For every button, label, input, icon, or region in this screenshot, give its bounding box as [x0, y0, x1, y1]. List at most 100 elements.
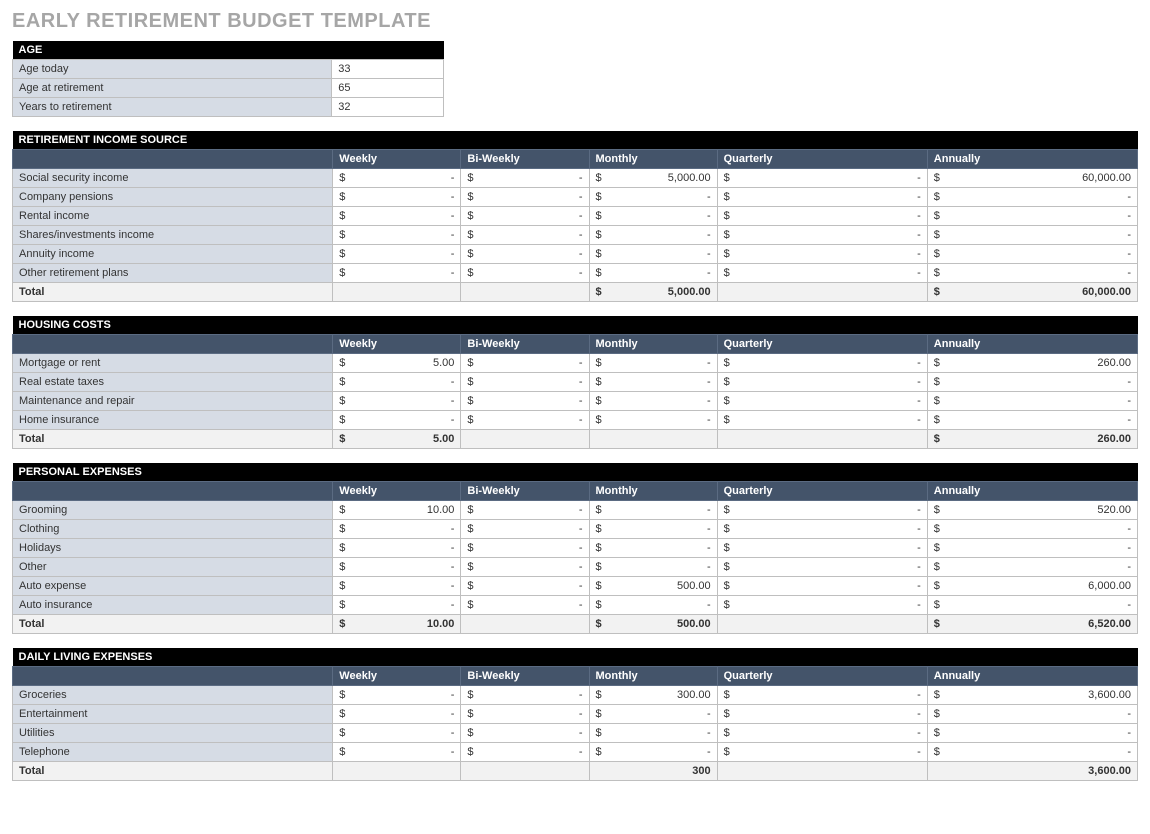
money-cell[interactable]: $-	[333, 520, 461, 539]
money-cell[interactable]	[717, 430, 927, 449]
money-cell[interactable]: $-	[589, 724, 717, 743]
money-cell[interactable]: $-	[333, 411, 461, 430]
money-cell[interactable]: $500.00	[589, 615, 717, 634]
money-cell[interactable]: $-	[461, 411, 589, 430]
money-cell[interactable]: $-	[333, 705, 461, 724]
money-cell[interactable]: $-	[333, 207, 461, 226]
money-cell[interactable]: $5.00	[333, 354, 461, 373]
money-cell[interactable]: $-	[927, 520, 1137, 539]
money-cell[interactable]: $-	[589, 743, 717, 762]
money-cell[interactable]: $-	[333, 264, 461, 283]
money-cell[interactable]: $-	[717, 373, 927, 392]
money-cell[interactable]	[461, 430, 589, 449]
money-cell[interactable]: $-	[333, 373, 461, 392]
money-cell[interactable]: $-	[589, 226, 717, 245]
money-cell[interactable]	[333, 283, 461, 302]
money-cell[interactable]: $-	[461, 207, 589, 226]
money-cell[interactable]: $-	[717, 264, 927, 283]
money-cell[interactable]: $-	[717, 501, 927, 520]
money-cell[interactable]: $-	[333, 392, 461, 411]
money-cell[interactable]: $-	[461, 558, 589, 577]
money-cell[interactable]: $-	[927, 596, 1137, 615]
money-cell[interactable]: $-	[927, 188, 1137, 207]
money-cell[interactable]: $-	[589, 188, 717, 207]
money-cell[interactable]: $-	[333, 245, 461, 264]
age-row-value[interactable]: 65	[332, 79, 444, 98]
money-cell[interactable]: $-	[927, 207, 1137, 226]
money-cell[interactable]: $-	[927, 392, 1137, 411]
money-cell[interactable]	[589, 430, 717, 449]
money-cell[interactable]: $-	[589, 354, 717, 373]
money-cell[interactable]: $-	[717, 520, 927, 539]
money-cell[interactable]: $-	[717, 245, 927, 264]
money-cell[interactable]: $-	[461, 501, 589, 520]
money-cell[interactable]: $-	[589, 539, 717, 558]
money-cell[interactable]	[717, 762, 927, 781]
money-cell[interactable]: $-	[333, 596, 461, 615]
money-cell[interactable]: $10.00	[333, 615, 461, 634]
money-cell[interactable]: $-	[461, 169, 589, 188]
money-cell[interactable]: $-	[927, 264, 1137, 283]
money-cell[interactable]	[333, 762, 461, 781]
money-cell[interactable]: $-	[717, 596, 927, 615]
money-cell[interactable]: $-	[461, 226, 589, 245]
money-cell[interactable]: $-	[589, 501, 717, 520]
money-cell[interactable]: $5,000.00	[589, 283, 717, 302]
money-cell[interactable]: $-	[927, 705, 1137, 724]
money-cell[interactable]: $-	[717, 724, 927, 743]
money-cell[interactable]: $-	[333, 226, 461, 245]
money-cell[interactable]: $-	[333, 539, 461, 558]
money-cell[interactable]: $5,000.00	[589, 169, 717, 188]
money-cell[interactable]: $-	[589, 392, 717, 411]
money-cell[interactable]	[717, 283, 927, 302]
money-cell[interactable]: $-	[461, 705, 589, 724]
money-cell[interactable]: $-	[717, 558, 927, 577]
money-cell[interactable]: $300.00	[589, 686, 717, 705]
money-cell[interactable]: $-	[461, 354, 589, 373]
money-cell[interactable]: $-	[927, 373, 1137, 392]
money-cell[interactable]: $-	[717, 539, 927, 558]
money-cell[interactable]: $520.00	[927, 501, 1137, 520]
money-cell[interactable]: $-	[333, 686, 461, 705]
money-cell[interactable]: $-	[717, 354, 927, 373]
money-cell[interactable]: $-	[717, 207, 927, 226]
money-cell[interactable]: $260.00	[927, 354, 1137, 373]
money-cell[interactable]: $-	[589, 596, 717, 615]
money-cell[interactable]: $-	[461, 539, 589, 558]
money-cell[interactable]: $-	[717, 686, 927, 705]
money-cell[interactable]: $-	[461, 724, 589, 743]
money-cell[interactable]: $-	[461, 373, 589, 392]
money-cell[interactable]	[717, 615, 927, 634]
money-cell[interactable]: $-	[927, 245, 1137, 264]
money-cell[interactable]: $-	[589, 705, 717, 724]
money-cell[interactable]: $-	[589, 558, 717, 577]
money-cell[interactable]: $-	[333, 743, 461, 762]
money-cell[interactable]: $-	[927, 558, 1137, 577]
money-cell[interactable]: $-	[461, 686, 589, 705]
money-cell[interactable]: $6,000.00	[927, 577, 1137, 596]
money-cell[interactable]: $260.00	[927, 430, 1137, 449]
money-cell[interactable]: $60,000.00	[927, 169, 1137, 188]
money-cell[interactable]: $-	[717, 411, 927, 430]
money-cell[interactable]: $-	[461, 520, 589, 539]
money-cell[interactable]: $-	[333, 558, 461, 577]
money-cell[interactable]: $-	[461, 577, 589, 596]
money-cell[interactable]: $3,600.00	[927, 686, 1137, 705]
money-cell[interactable]	[461, 283, 589, 302]
money-cell[interactable]: $-	[589, 264, 717, 283]
money-cell[interactable]: $60,000.00	[927, 283, 1137, 302]
money-cell[interactable]: 3,600.00	[927, 762, 1137, 781]
age-row-value[interactable]: 32	[332, 98, 444, 117]
money-cell[interactable]: $-	[717, 226, 927, 245]
money-cell[interactable]: $-	[589, 373, 717, 392]
money-cell[interactable]: $-	[717, 188, 927, 207]
money-cell[interactable]: $-	[717, 577, 927, 596]
money-cell[interactable]: $-	[589, 207, 717, 226]
money-cell[interactable]: $-	[333, 724, 461, 743]
money-cell[interactable]: $-	[589, 245, 717, 264]
money-cell[interactable]: $-	[461, 264, 589, 283]
money-cell[interactable]: $-	[589, 411, 717, 430]
money-cell[interactable]: $-	[927, 226, 1137, 245]
money-cell[interactable]: $-	[927, 539, 1137, 558]
money-cell[interactable]: $-	[333, 169, 461, 188]
